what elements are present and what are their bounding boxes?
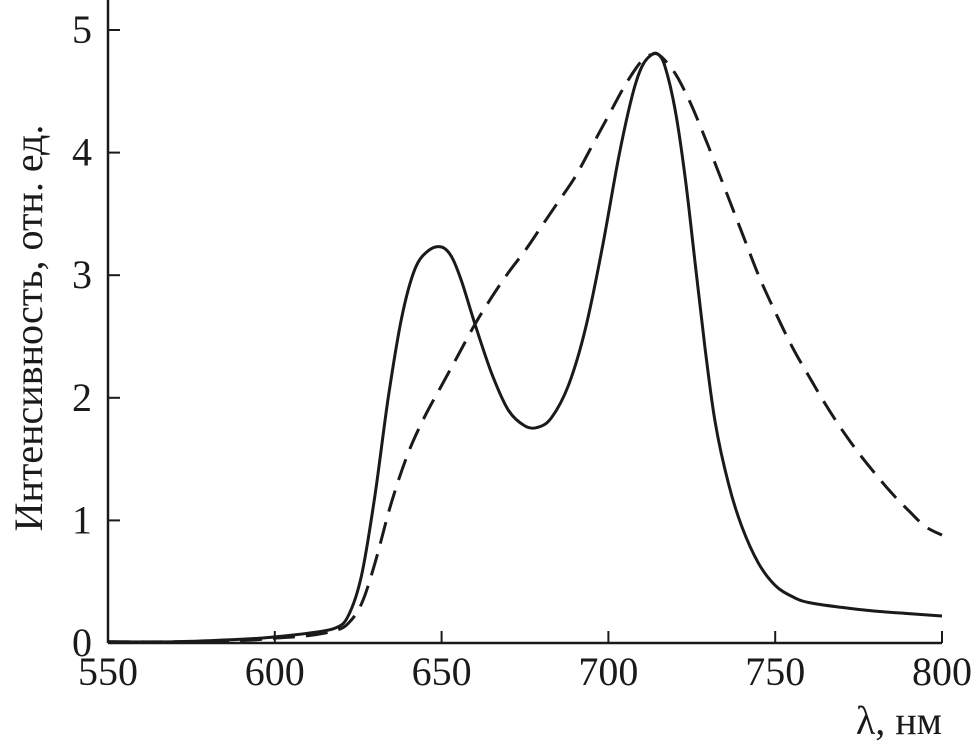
y-tick-label: 4 [72, 130, 92, 175]
x-tick-label: 800 [912, 649, 972, 694]
y-axis-label: Интенсивность, отн. ед. [6, 125, 51, 532]
y-tick-label: 2 [72, 375, 92, 420]
dashed-curve [107, 52, 943, 644]
y-ticks-group: 0 1 2 3 4 5 [72, 7, 120, 665]
y-tick-label: 0 [72, 620, 92, 665]
y-tick-label: 3 [72, 252, 92, 297]
y-tick-label: 5 [72, 7, 92, 52]
x-tick-label: 700 [578, 649, 638, 694]
x-ticks-group: 550 600 650 700 750 800 [78, 631, 972, 694]
y-tick-label: 1 [72, 497, 92, 542]
solid-curve [107, 51, 943, 644]
x-axis-label: λ, нм [856, 698, 942, 743]
x-tick-label: 600 [245, 649, 305, 694]
curves-group [107, 51, 943, 644]
axes-group [106, 0, 942, 645]
x-tick-label: 750 [745, 649, 805, 694]
x-tick-label: 650 [412, 649, 472, 694]
x-tick-label: 550 [78, 649, 138, 694]
